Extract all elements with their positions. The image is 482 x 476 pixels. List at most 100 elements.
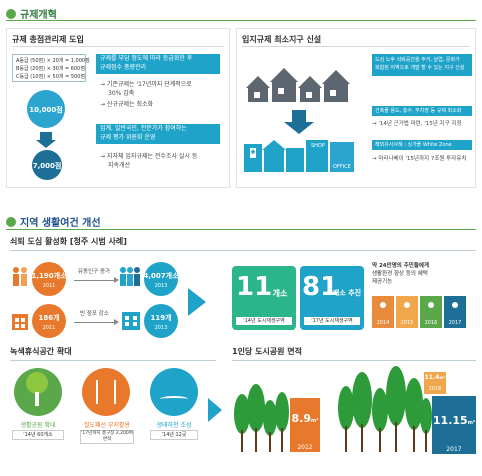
shop-sign: SHOP	[311, 143, 325, 149]
zone-policy-bar: 건축물 용도, 층수, 주차장 등 규제 최소화	[372, 106, 472, 116]
section-title: 규제개혁	[20, 10, 57, 21]
section-title: 지역 생활여건 개선	[20, 218, 101, 229]
houses-illustration: SHOP OFFICE	[244, 68, 354, 172]
bar-value: 11.15m²	[432, 414, 476, 427]
stat-circle	[32, 262, 66, 296]
stat-circle	[144, 304, 178, 338]
green-label: 철도폐선 부지활용	[83, 422, 131, 429]
bar-line: 복합된 지역으로 개발 할 수 있는 지구 신설	[375, 65, 465, 71]
arrow-right-icon	[114, 277, 119, 283]
benefit-line: 제공기능	[372, 279, 393, 285]
arrow-right-icon	[208, 398, 222, 422]
stat-value: 119개	[150, 314, 172, 322]
park-trees-left	[234, 384, 289, 452]
stat-circle	[32, 304, 66, 338]
green-label: 생활공원 확대	[20, 422, 56, 429]
section-header-regulation: 규제개혁	[6, 6, 57, 21]
note-line: → '14년 근거법 마련, '15년 지구 지정	[372, 121, 462, 127]
office-sign: OFFICE	[333, 164, 351, 170]
benefit-text: 약 24만명의 주민들에게 생활환경 향상 등의 혜택 제공기능	[372, 262, 429, 286]
note-line: → 마리나베이 '15년까지 7조원 투자유치	[372, 156, 467, 162]
box-heading: 입지규제 최소지구 신설	[242, 35, 322, 44]
sub-heading: 녹색휴식공간 확대	[10, 347, 72, 356]
person-icon	[452, 302, 458, 308]
green-sub: '17년까지 총구장 2,200여 면적	[80, 430, 134, 444]
green-circle-icon	[6, 216, 16, 227]
stat-year: 2011	[42, 283, 56, 289]
person-icon	[428, 302, 434, 308]
card-caption: '14년 도시재생구역	[236, 317, 292, 325]
bar-year: 2012	[297, 444, 313, 451]
card-number: 81	[302, 272, 339, 302]
benefit-tile	[420, 296, 442, 328]
total-score-bottom: 7,000점	[32, 162, 62, 170]
person-icon	[380, 302, 386, 308]
railway-icon	[96, 380, 116, 404]
policy-bar: 업계, 일반국민, 전문가가 참여하는 규제 평가 위원회 운영	[96, 124, 220, 144]
tree-icon	[26, 372, 48, 394]
note-line: → 기존규제는 '17년까지 단계적으로	[100, 81, 192, 88]
park-bar-2017	[432, 396, 476, 454]
stat-value: 4,007개소	[143, 272, 179, 280]
zone-policy-bar: 해외유사사례 : 싱가폴 White Zone	[372, 140, 472, 150]
divider	[6, 20, 476, 21]
railway-circle	[82, 368, 130, 416]
bar-line: 도심 노후 쇠퇴공간을 주거, 상업, 문화가	[375, 57, 460, 63]
green-sub: '14년 12곳	[150, 430, 198, 440]
card-caption: '17년 도시재생구역	[304, 317, 360, 325]
building-icon	[122, 312, 140, 330]
note-line: 30% 감축	[108, 90, 135, 97]
store-icon	[12, 314, 28, 330]
benefit-year: 2015	[400, 320, 414, 326]
stat-year: 2011	[42, 325, 56, 331]
people-icon	[13, 267, 27, 286]
bar-value: 8.9m²	[290, 412, 320, 425]
divider	[10, 250, 476, 251]
card-unit: 개소	[272, 289, 288, 298]
crowd-icon	[120, 267, 140, 286]
box-heading: 규제 총점관리제 도입	[12, 35, 84, 44]
arrow-right-line	[74, 280, 116, 281]
total-score-circle	[27, 90, 65, 128]
bar-line: 업계, 일반국민, 전문가가 참여하는	[100, 125, 187, 132]
bar-value: 11.4m²	[424, 374, 446, 381]
tree-trunk-icon	[35, 392, 39, 406]
benefit-line: 생활환경 향상 등의 혜택	[372, 271, 428, 277]
stat-circle	[144, 262, 178, 296]
divider	[10, 360, 216, 361]
arrow-down-head	[36, 140, 56, 148]
stream-circle	[150, 368, 198, 416]
arrow-down-icon	[40, 132, 52, 140]
arrow-right-icon	[114, 319, 119, 325]
park-bar-2012	[290, 398, 320, 452]
benefit-tile	[396, 296, 418, 328]
total-score-top: 10,000점	[29, 106, 63, 114]
wave-icon	[160, 396, 188, 402]
bar-year: 2016	[428, 386, 442, 392]
value: 11.15	[432, 414, 468, 427]
reduced-score-circle	[32, 150, 62, 180]
benefit-tile	[444, 296, 466, 328]
card-number: 11	[236, 272, 273, 302]
green-sub: '14년 60개소	[12, 430, 64, 440]
person-icon	[404, 302, 410, 308]
value: 11.4	[424, 374, 440, 381]
park-trees-right	[338, 366, 432, 452]
grade-c: C등급 (10점) × 50개 = 500점	[16, 74, 85, 80]
bar-year: 2017	[446, 446, 462, 453]
stat-year: 2013	[154, 325, 168, 331]
arrow-right-icon	[188, 288, 206, 316]
divider	[6, 229, 476, 230]
value: 8.9	[291, 412, 312, 425]
benefit-year: 2016	[424, 320, 438, 326]
divider	[232, 360, 476, 361]
note-line: → 지자체 입지규제는 전수조사 실시 등	[100, 153, 198, 160]
note-line: 지속개선	[108, 162, 131, 169]
sub-heading: 쇠퇴 도심 활성화 [청주 시범 사례]	[10, 237, 127, 246]
stat-value: 186개	[38, 314, 60, 322]
grade-b: B등급 (20점) × 30개 = 600점	[16, 66, 85, 72]
card-unit: 개소 추진	[332, 289, 362, 297]
unit: m²	[311, 418, 319, 424]
benefit-line: 약 24만명의 주민들에게	[372, 263, 430, 269]
sub-heading: 1인당 도시공원 면적	[232, 347, 303, 356]
